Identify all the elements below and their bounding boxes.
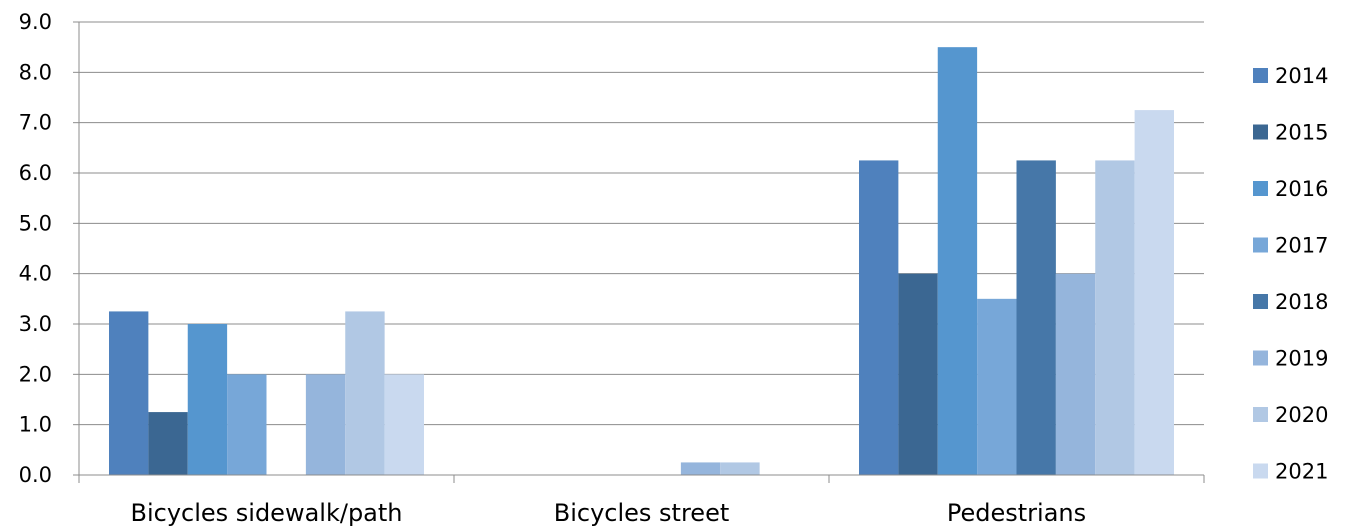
legend-swatch-2020 [1253, 407, 1268, 422]
x-category-label: Pedestrians [947, 499, 1086, 527]
legend-label: 2019 [1275, 347, 1328, 371]
bar-2018-2 [1016, 160, 1056, 475]
legend-label: 2021 [1275, 460, 1328, 484]
y-tick-label: 2.0 [19, 362, 52, 386]
bar-2019-2 [1055, 273, 1096, 475]
legend-label: 2018 [1275, 290, 1328, 314]
x-axis-category-labels: Bicycles sidewalk/path Bicycles street Ped… [130, 499, 1086, 527]
bar-2017-2 [977, 298, 1017, 475]
x-category-label: Bicycles sidewalk/path [130, 499, 402, 527]
y-tick-label: 6.0 [19, 161, 52, 185]
legend-label: 2016 [1275, 177, 1328, 201]
y-axis-tick-labels: 0.0 1.0 2.0 3.0 4.0 5.0 6.0 7.0 8.0 9.0 [19, 10, 52, 487]
x-category-label: Bicycles street [554, 499, 730, 527]
legend-label: 2017 [1275, 234, 1328, 258]
y-tick-label: 7.0 [19, 111, 52, 135]
legend: 2014 2015 2016 2017 2018 2019 2020 2021 [1253, 64, 1328, 484]
bar-2016-0 [187, 324, 228, 475]
bar-2017-0 [227, 374, 267, 475]
legend-label: 2020 [1275, 403, 1328, 427]
y-tick-label: 0.0 [19, 463, 52, 487]
bar-2020-1 [720, 462, 760, 475]
bar-2019-0 [305, 374, 346, 475]
legend-label: 2014 [1275, 64, 1328, 88]
bar-2014-2 [859, 160, 899, 475]
bar-2016-2 [937, 47, 978, 476]
legend-swatch-2019 [1253, 350, 1268, 366]
bar-2019-1 [680, 462, 721, 475]
legend-swatch-2018 [1253, 294, 1268, 309]
bar-2020-0 [345, 311, 385, 475]
axes [73, 21, 1205, 483]
bar-2014-0 [109, 311, 149, 475]
y-tick-label: 3.0 [19, 312, 52, 336]
bars [109, 47, 1174, 476]
y-tick-label: 1.0 [19, 413, 52, 437]
y-tick-label: 5.0 [19, 211, 52, 235]
legend-swatch-2021 [1253, 463, 1268, 479]
legend-label: 2015 [1275, 121, 1328, 145]
y-tick-label: 8.0 [19, 60, 52, 84]
bar-2015-0 [148, 412, 188, 475]
legend-swatch-2016 [1253, 181, 1268, 196]
bar-2021-0 [384, 374, 424, 475]
legend-swatch-2015 [1253, 124, 1268, 140]
legend-swatch-2014 [1253, 68, 1268, 83]
legend-swatch-2017 [1253, 237, 1268, 253]
bar-2021-2 [1134, 110, 1174, 475]
bar-2015-2 [898, 273, 938, 475]
bar-2020-2 [1095, 160, 1135, 475]
y-tick-label: 4.0 [19, 262, 52, 286]
y-tick-label: 9.0 [19, 10, 52, 34]
